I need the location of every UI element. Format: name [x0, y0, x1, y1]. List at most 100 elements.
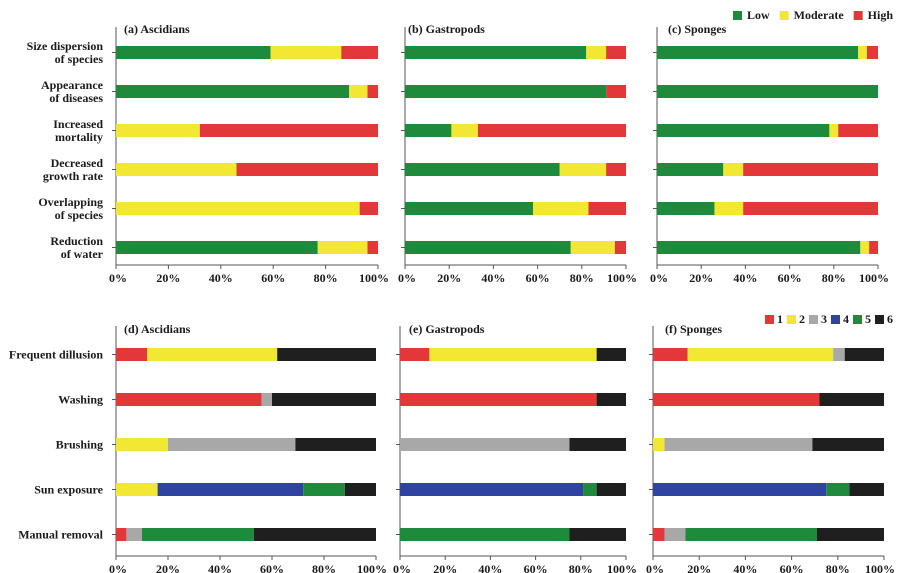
bar-segment [367, 241, 378, 254]
category-label: of species [55, 208, 104, 222]
category-label: growth rate [43, 169, 104, 183]
bar-segment [559, 163, 607, 176]
legend-label: 3 [821, 312, 827, 326]
bar-segment [685, 528, 818, 541]
bar-segment [714, 202, 744, 215]
bar-segment [743, 163, 878, 176]
bar-segment [400, 348, 430, 361]
category-label: Frequent dillusion [9, 348, 103, 362]
legend-bottom: 1 2 3 4 5 6 [765, 312, 893, 326]
bar-segment [116, 528, 127, 541]
bar-segment [606, 46, 626, 59]
x-tick-label: 20% [433, 562, 457, 573]
bar-segment [400, 528, 570, 541]
x-tick-label: 40% [208, 562, 232, 573]
x-tick-label: 100% [607, 271, 637, 285]
bar-segment [653, 483, 827, 496]
bar-segment [116, 348, 148, 361]
bar-segment [168, 438, 296, 451]
bar-segment [819, 393, 884, 406]
x-tick-label: 0% [646, 562, 664, 573]
category-label: Brushing [56, 438, 103, 452]
x-tick-label: 60% [778, 271, 802, 285]
category-label: of water [61, 247, 104, 261]
bar-segment [405, 124, 452, 137]
panel-title: (c) Sponges [668, 22, 727, 36]
x-tick-label: 100% [357, 562, 387, 573]
bar-segment [586, 46, 607, 59]
bar-segment [477, 124, 626, 137]
bar-segment [657, 124, 830, 137]
bar-segment [844, 348, 884, 361]
category-label: Increased [53, 117, 103, 131]
legend-swatch [779, 11, 789, 20]
bar-segment [657, 241, 861, 254]
category-label: Overlapping [38, 195, 103, 209]
x-tick-label: 20% [687, 562, 711, 573]
bar-segment [270, 46, 342, 59]
bar-segment [116, 124, 200, 137]
x-tick-label: 100% [607, 562, 637, 573]
legend-swatch [831, 315, 840, 324]
bar-segment [569, 528, 626, 541]
bar-segment [614, 241, 626, 254]
x-tick-label: 0% [650, 271, 668, 285]
x-tick-label: 80% [826, 562, 850, 573]
legend-swatch [733, 11, 742, 20]
category-label: Sun exposure [34, 483, 103, 497]
x-tick-label: 0% [109, 562, 127, 573]
bar-segment [405, 85, 607, 98]
x-tick-label: 0% [109, 271, 127, 285]
bar-segment [866, 46, 878, 59]
bar-segment [583, 483, 597, 496]
legend-label: 2 [799, 312, 805, 326]
bar-segment [657, 163, 724, 176]
bar-segment [157, 483, 304, 496]
legend-label: Low [747, 8, 770, 22]
bar-segment [344, 483, 376, 496]
bar-segment [236, 163, 378, 176]
panel-title: (b) Gastropods [408, 22, 485, 36]
bar-segment [405, 202, 534, 215]
panel-title: (e) Gastropods [409, 322, 485, 336]
bar-segment [451, 124, 478, 137]
panel-title: (f) Sponges [665, 322, 722, 336]
x-tick-label: 60% [524, 562, 548, 573]
bar-segment [657, 202, 715, 215]
x-tick-label: 60% [261, 271, 285, 285]
legend-swatch [875, 315, 884, 324]
legend-label: 4 [843, 312, 849, 326]
bar-segment [860, 241, 870, 254]
bar-segment [272, 393, 376, 406]
x-tick-label: 40% [478, 562, 502, 573]
x-tick-label: 80% [569, 562, 593, 573]
bar-segment [400, 393, 597, 406]
bar-segment [817, 528, 884, 541]
bar-segment [261, 393, 272, 406]
legend-label: Moderate [794, 8, 845, 22]
legend-label: High [868, 8, 894, 22]
bar-segment [317, 241, 368, 254]
bar-segment [142, 528, 254, 541]
bar-segment [116, 163, 237, 176]
category-label: of species [55, 52, 104, 66]
category-label: Washing [58, 393, 103, 407]
bar-segment [664, 528, 686, 541]
bar-segment [147, 348, 278, 361]
bar-segment [743, 202, 878, 215]
legend-swatch [809, 315, 818, 324]
legend-swatch [787, 315, 796, 324]
x-tick-label: 100% [859, 271, 889, 285]
bar-segment [653, 393, 820, 406]
bar-segment [341, 46, 378, 59]
bar-segment [126, 528, 142, 541]
category-label: Appearance [41, 78, 104, 92]
category-label: Decreased [51, 156, 104, 170]
bar-segment [569, 438, 626, 451]
x-tick-label: 20% [156, 562, 180, 573]
bar-segment [277, 348, 376, 361]
x-tick-label: 20% [689, 271, 713, 285]
panel-title: (a) Ascidians [124, 22, 190, 36]
x-tick-label: 40% [733, 271, 757, 285]
x-tick-label: 60% [780, 562, 804, 573]
